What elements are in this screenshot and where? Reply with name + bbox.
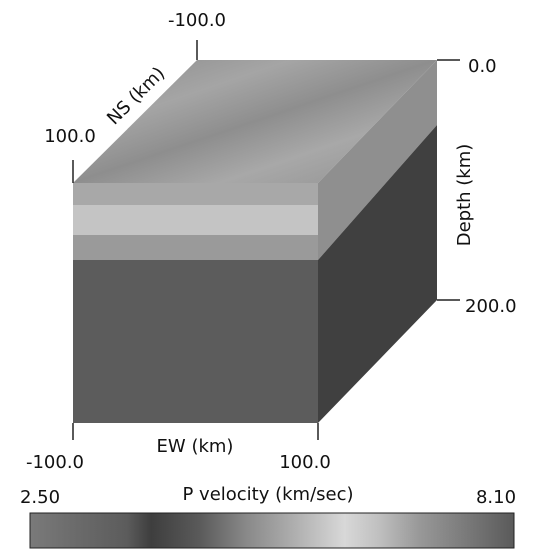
colorbar-max: 8.10	[476, 487, 516, 508]
layer	[73, 205, 318, 235]
top-face	[73, 60, 437, 183]
depth-end: 200.0	[465, 296, 517, 317]
ew-label: EW (km)	[157, 436, 234, 457]
depth-start: 0.0	[468, 56, 497, 77]
layer	[73, 183, 318, 205]
colorbar	[29, 512, 515, 549]
axis-lines	[72, 40, 460, 440]
ew-start: -100.0	[26, 452, 84, 473]
colorbar-min: 2.50	[20, 487, 60, 508]
right-face-lower	[318, 125, 437, 423]
colorbar-label: P velocity (km/sec)	[182, 484, 353, 505]
layer	[73, 260, 318, 423]
ns-start: -100.0	[168, 10, 226, 31]
block	[73, 60, 437, 423]
layer	[73, 235, 318, 260]
right-face-upper	[318, 60, 437, 260]
ns-end: 100.0	[44, 126, 96, 147]
depth-label: Depth (km)	[454, 144, 475, 247]
ew-end: 100.0	[279, 452, 331, 473]
